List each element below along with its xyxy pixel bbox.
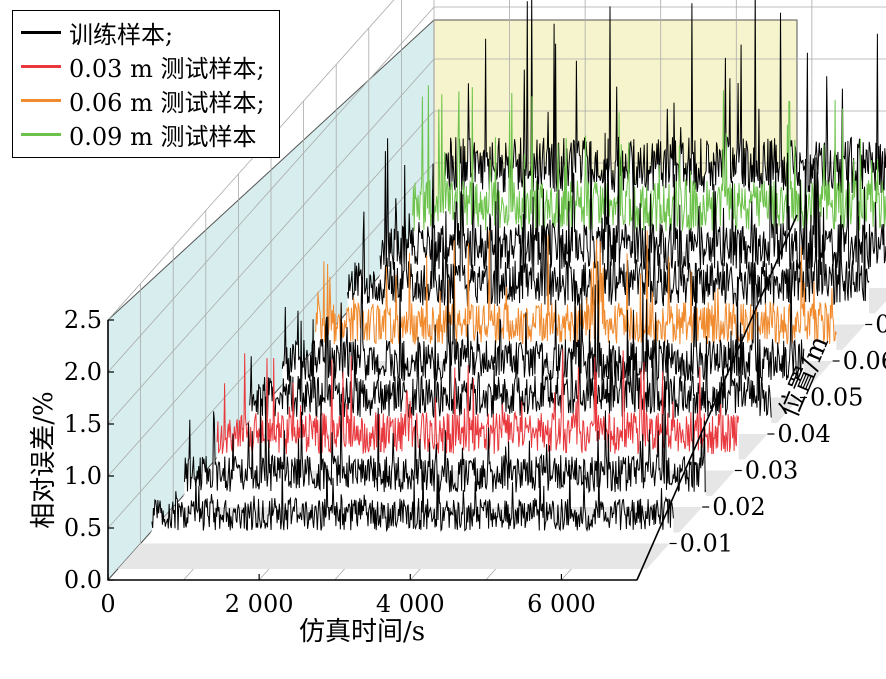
y-tick-label: 0.07	[875, 311, 886, 339]
series-line-0.02	[184, 393, 707, 494]
series-mask-0.05	[282, 262, 804, 398]
legend-label-training: 训练样本;	[69, 20, 174, 49]
legend-swatch-test-006	[21, 98, 61, 102]
series-mask-0.04	[249, 309, 772, 434]
legend-item-test-003: 0.03 m 测试样本;	[21, 49, 271, 83]
y-tick-label: 0.06	[843, 347, 886, 375]
z-tick-label: 1.0	[64, 462, 102, 490]
legend-item-training: 训练样本;	[21, 15, 271, 49]
series-line-0.08	[379, 132, 886, 271]
legend-swatch-test-003	[21, 64, 61, 68]
y-tick-label: 0.04	[777, 420, 830, 448]
series-line-0.01	[151, 461, 674, 533]
z-tick-label: 1.5	[64, 410, 102, 438]
z-tick-label: 0.5	[64, 514, 102, 542]
legend-label-test-006: 0.06 m 测试样本;	[69, 88, 265, 117]
axes-layer: 0 2 000 4 000 6 000 0.0 0.5 1.0 1.5 2.0 2.5 0.01 0.…	[64, 306, 886, 618]
series-layer	[117, 0, 886, 570]
legend-label-test-009: 0.09 m 测试样本	[69, 122, 257, 151]
legend-item-test-006: 0.06 m 测试样本;	[21, 83, 271, 117]
series-mask-0.03	[217, 349, 739, 471]
z-tick-label: 2.0	[64, 358, 102, 386]
series-floor-0.01	[117, 543, 670, 570]
x-tick-label: 4 000	[376, 590, 445, 618]
series-line-0.07	[347, 179, 870, 308]
z-tick-label: 0.0	[64, 566, 102, 594]
x-tick-label: 6 000	[527, 590, 596, 618]
series-0.01	[117, 461, 674, 570]
y-tick-label: 0.05	[810, 384, 863, 412]
y-axis-line	[636, 214, 798, 581]
y-tick-label: 0.02	[712, 493, 765, 521]
series-line-0.04	[249, 309, 772, 418]
legend: 训练样本; 0.03 m 测试样本; 0.06 m 测试样本; 0.09 m 测…	[12, 10, 280, 158]
legend-swatch-training	[21, 30, 61, 34]
x-tick-label: 2 000	[225, 590, 294, 618]
z-axis-title: 相对误差/%	[29, 391, 59, 528]
legend-item-test-009: 0.09 m 测试样本	[21, 117, 271, 151]
y-tick-label: 0.01	[680, 530, 733, 558]
z-tick-label: 2.5	[64, 306, 102, 334]
legend-swatch-test-009	[21, 132, 61, 136]
y-tick-label: 0.03	[745, 457, 798, 485]
legend-label-test-003: 0.03 m 测试样本;	[69, 54, 265, 83]
series-line-0.03	[216, 349, 740, 455]
x-axis-title: 仿真时间/s	[299, 617, 425, 647]
x-tick-label: 0	[100, 590, 115, 618]
